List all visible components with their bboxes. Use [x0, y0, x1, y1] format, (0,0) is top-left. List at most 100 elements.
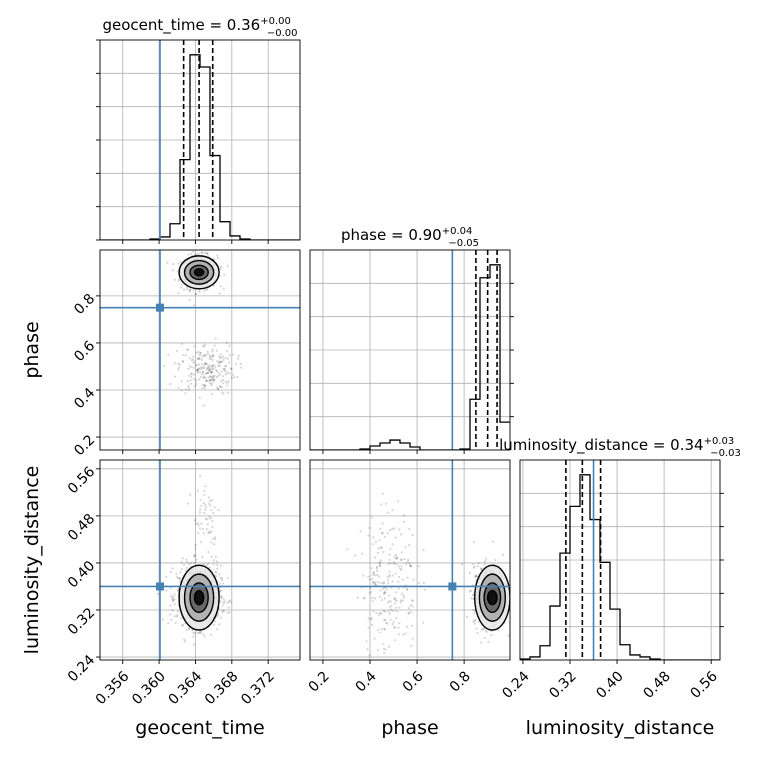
sample-point: [199, 376, 203, 379]
sample-point: [220, 370, 223, 373]
sample-point: [468, 590, 471, 593]
panel-title-luminosity_distance: luminosity_distance = 0.34+0.03 −0.03: [499, 436, 741, 459]
sample-point: [208, 379, 211, 382]
x-tick-label: 0.356: [93, 668, 133, 708]
sample-point: [394, 572, 397, 575]
x-tick-label: 0.48: [641, 668, 674, 701]
sample-point: [210, 378, 213, 381]
sample-point: [379, 527, 382, 530]
sample-point: [193, 360, 196, 363]
sample-point: [209, 504, 212, 507]
sample-point: [400, 558, 403, 562]
sample-point: [372, 571, 376, 575]
sample-point: [368, 654, 371, 657]
x-tick-label: 0.8: [447, 668, 474, 695]
sample-point: [173, 598, 176, 601]
sample-point: [202, 364, 206, 367]
sample-point: [475, 627, 478, 630]
sample-point: [215, 369, 218, 372]
sample-point: [379, 589, 382, 592]
sample-point: [400, 568, 403, 571]
sample-point: [224, 356, 227, 360]
sample-point: [401, 578, 404, 581]
sample-point: [371, 596, 374, 599]
sample-point: [473, 619, 476, 622]
sample-point: [400, 592, 404, 595]
sample-point: [177, 279, 181, 282]
sample-point: [181, 360, 184, 363]
sample-point: [197, 531, 200, 535]
sample-point: [195, 379, 198, 382]
sample-point: [402, 514, 405, 517]
sample-point: [224, 370, 227, 373]
sample-point: [480, 567, 483, 570]
sample-point: [197, 631, 201, 635]
sample-point: [206, 372, 209, 375]
sample-point: [173, 375, 177, 378]
sample-point: [408, 527, 411, 531]
sample-point: [474, 618, 477, 622]
sample-point: [411, 599, 414, 603]
sample-point: [226, 611, 229, 614]
sample-point: [190, 373, 193, 376]
sample-point: [511, 608, 513, 610]
sample-point: [207, 364, 210, 367]
sample-point: [172, 262, 175, 266]
sample-point: [377, 581, 380, 584]
sample-point: [382, 609, 385, 613]
sample-point: [346, 548, 349, 551]
sample-point: [207, 369, 210, 372]
sample-point: [206, 366, 209, 370]
sample-point: [381, 531, 384, 535]
sample-point: [202, 404, 205, 407]
sample-point: [391, 509, 394, 512]
sample-point: [382, 582, 385, 585]
sample-point: [189, 379, 192, 382]
sample-point: [194, 632, 197, 635]
sample-point: [177, 366, 181, 369]
sample-point: [199, 351, 202, 354]
sample-point: [181, 623, 185, 626]
sample-point: [387, 645, 391, 648]
sample-point: [195, 368, 199, 371]
sample-point: [397, 626, 400, 629]
sample-point: [395, 610, 399, 613]
sample-point: [228, 361, 231, 364]
sample-point: [226, 384, 229, 387]
sample-point: [376, 569, 379, 572]
histogram-step-geocent_time: [100, 54, 300, 240]
sample-point: [371, 543, 374, 546]
sample-point: [206, 288, 209, 291]
sample-point: [212, 511, 215, 514]
title-lower-error: −0.00: [267, 28, 298, 39]
sample-point: [202, 633, 205, 636]
sample-point: [371, 573, 374, 576]
sample-point: [192, 373, 195, 376]
sample-point: [199, 631, 202, 635]
sample-point: [188, 627, 191, 630]
sample-point: [219, 285, 222, 288]
panel-content: [100, 250, 300, 450]
sample-point: [208, 502, 211, 505]
sample-point: [225, 341, 228, 344]
sample-point: [376, 629, 380, 632]
sample-point: [173, 278, 177, 281]
sample-point: [211, 537, 214, 540]
sample-point: [199, 475, 202, 478]
sample-point: [224, 365, 227, 368]
sample-point: [393, 638, 397, 642]
sample-point: [371, 599, 374, 602]
sample-point: [211, 371, 214, 374]
sample-point: [186, 379, 189, 383]
sample-point: [182, 288, 186, 291]
title-median: luminosity_distance = 0.34: [499, 436, 703, 455]
sample-point: [180, 283, 183, 286]
histogram-panel-luminosity_distance: luminosity_distance = 0.34+0.03 −0.03: [499, 436, 741, 664]
sample-point: [234, 362, 238, 366]
sample-point: [195, 292, 198, 296]
sample-point: [211, 378, 214, 381]
sample-point: [393, 597, 396, 600]
sample-point: [210, 371, 213, 374]
sample-point: [222, 375, 225, 378]
sample-point: [219, 356, 222, 359]
